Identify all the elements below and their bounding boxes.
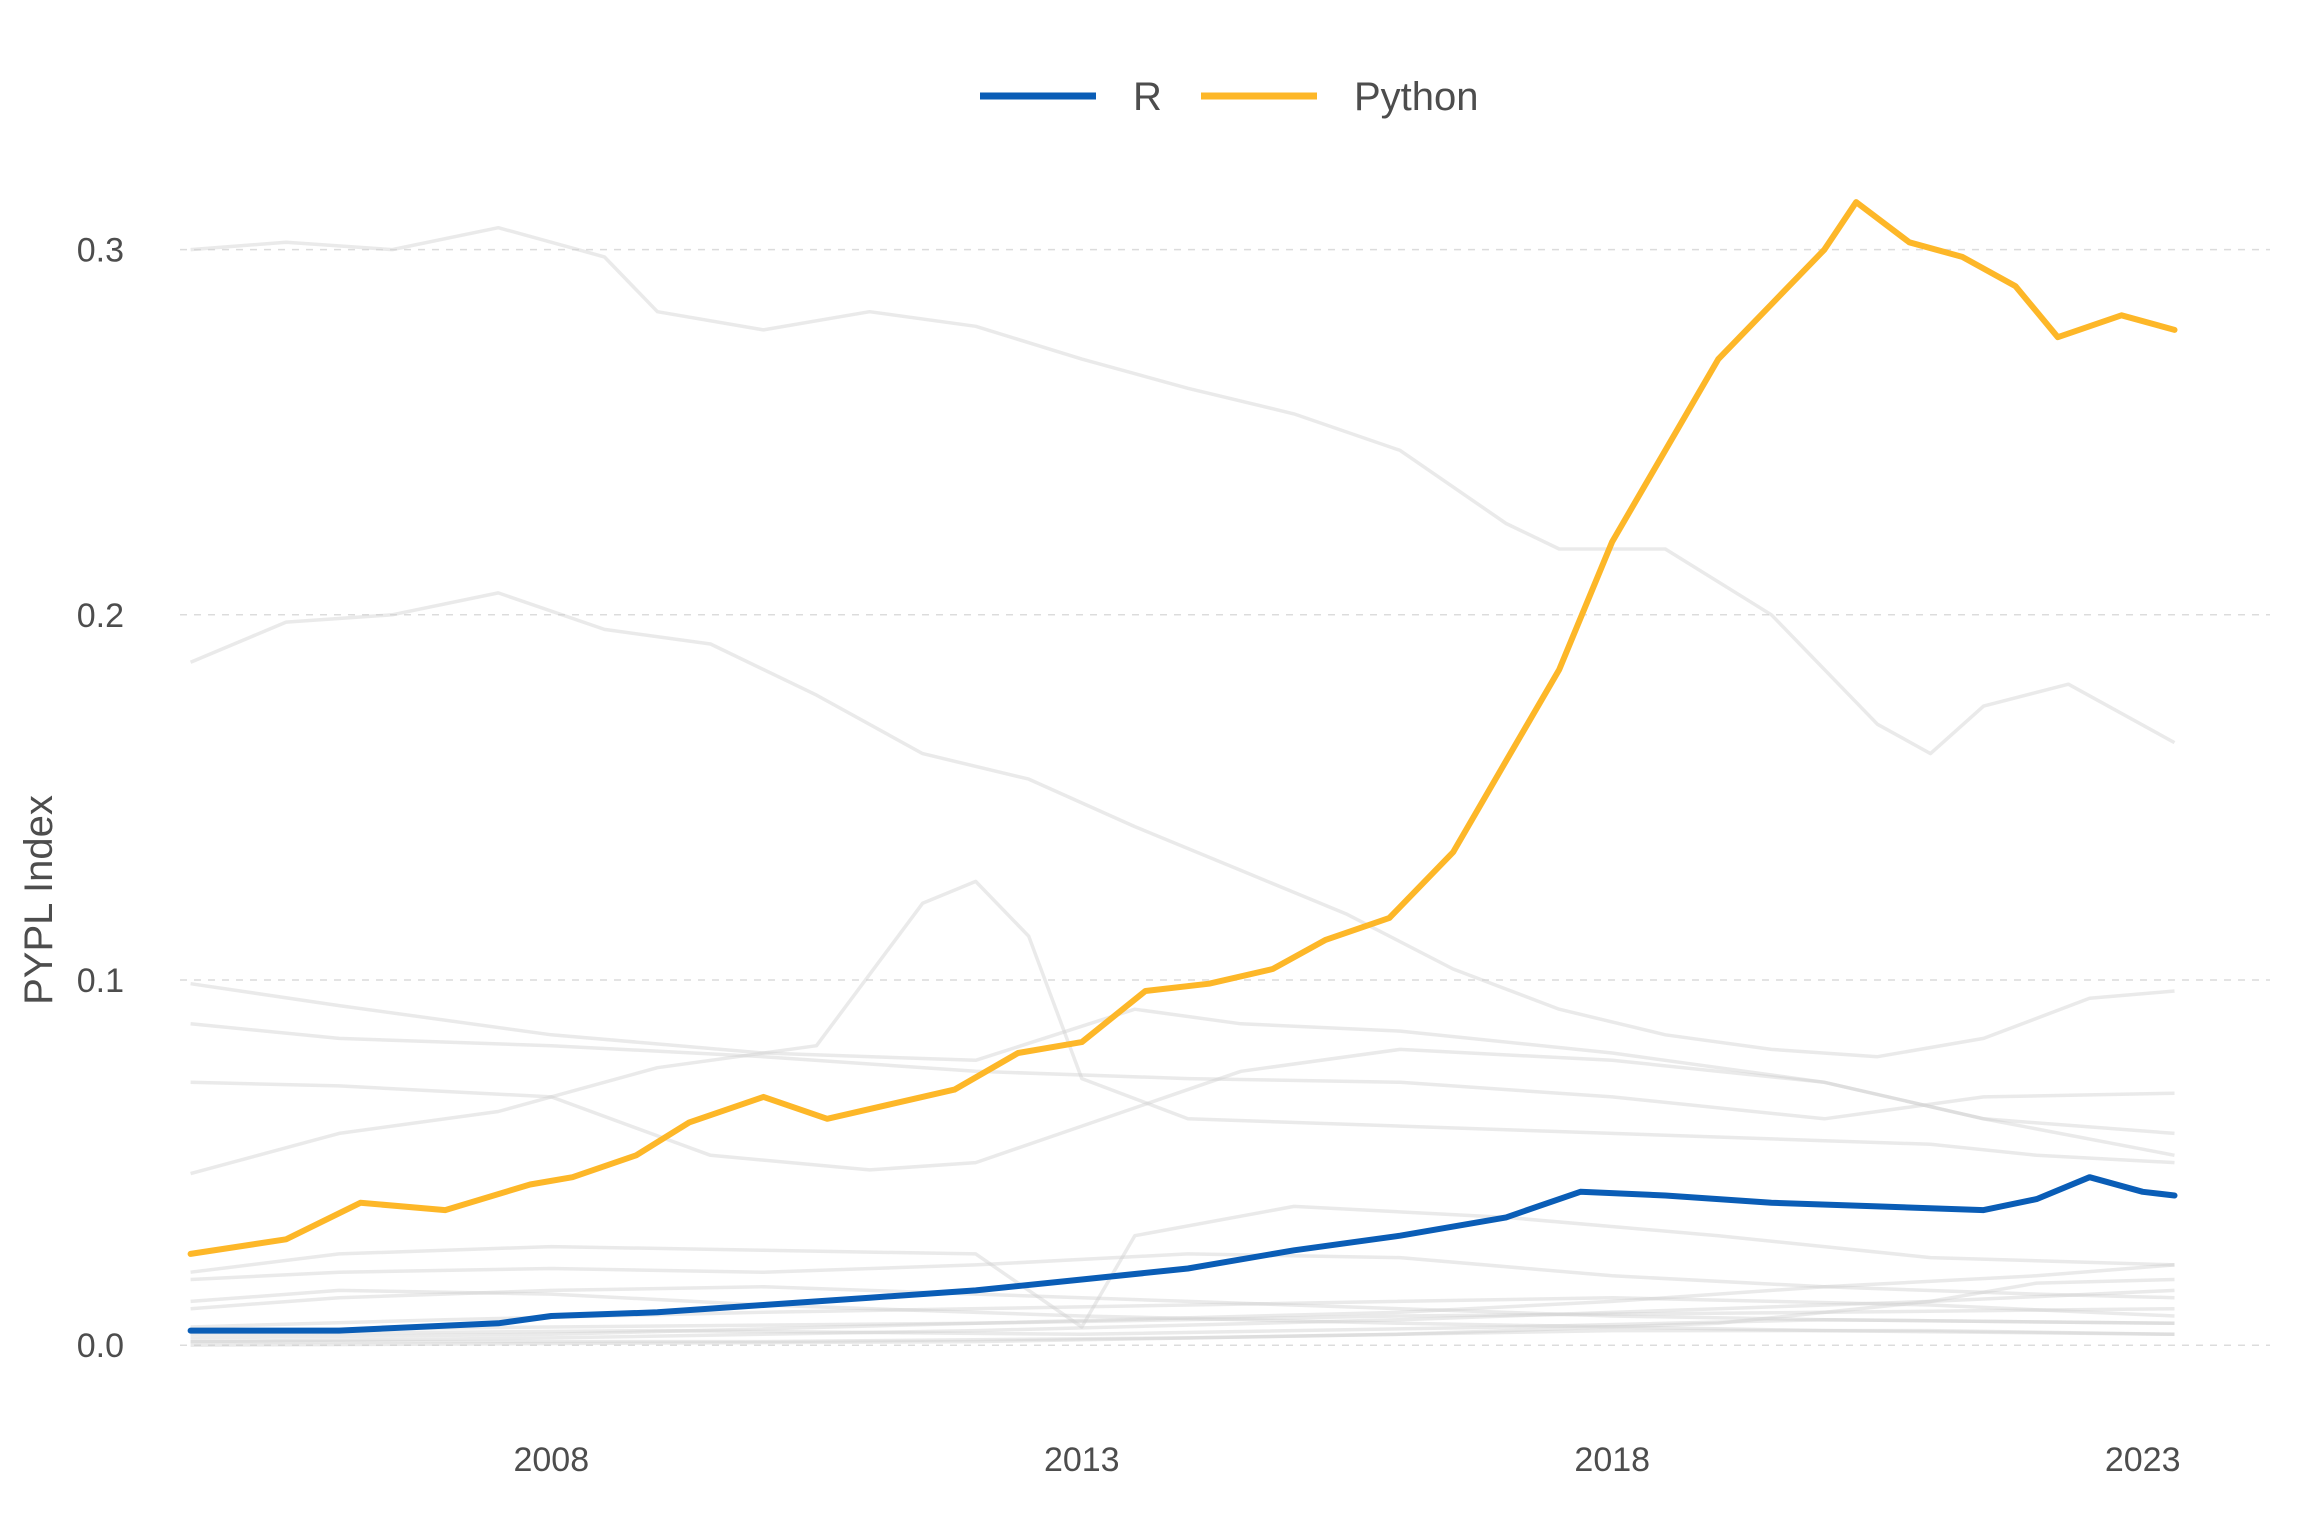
x-axis-tick-labels: 2008 2013 2018 2023 — [513, 1441, 2180, 1479]
y-tick-label: 0.1 — [77, 962, 124, 1000]
legend-label-r: R — [1133, 75, 1162, 119]
legend: R Python — [980, 75, 1479, 119]
background-series-line — [190, 1263, 2175, 1340]
y-tick-label: 0.3 — [77, 232, 124, 270]
x-tick-label: 2008 — [513, 1441, 589, 1479]
y-axis-title: PYPL Index — [17, 795, 61, 1005]
x-tick-label: 2018 — [1574, 1441, 1650, 1479]
background-series-line — [190, 879, 2175, 1176]
background-series-line — [190, 1288, 2175, 1337]
background-series-line — [190, 1285, 2175, 1326]
background-series-line — [190, 1288, 2175, 1344]
highlighted-series-lines — [187, 199, 2178, 1334]
background-series-line — [190, 1277, 2175, 1347]
background-series-line — [190, 1047, 2175, 1172]
gridlines — [180, 248, 2270, 1346]
x-tick-label: 2013 — [1044, 1441, 1120, 1479]
y-tick-label: 0.2 — [77, 597, 124, 635]
background-series-lines — [189, 225, 2176, 1347]
background-series-line — [190, 225, 2176, 756]
series-line-r — [187, 1174, 2178, 1334]
background-series-line — [190, 1328, 2175, 1344]
background-series-line — [190, 1295, 2175, 1329]
background-series-line — [190, 981, 2175, 1136]
background-series-line — [190, 1204, 2175, 1329]
legend-label-python: Python — [1354, 75, 1479, 119]
y-tick-label: 0.0 — [77, 1327, 124, 1365]
background-series-line — [190, 1252, 2175, 1300]
background-series-line — [190, 1022, 2175, 1121]
series-line-python — [187, 199, 2178, 1257]
background-series-line — [189, 591, 2175, 1059]
y-axis-tick-labels: 0.0 0.1 0.2 0.3 — [77, 232, 124, 1366]
x-tick-label: 2023 — [2105, 1441, 2181, 1479]
background-series-line — [190, 1306, 2175, 1333]
background-series-line — [190, 1317, 2175, 1337]
